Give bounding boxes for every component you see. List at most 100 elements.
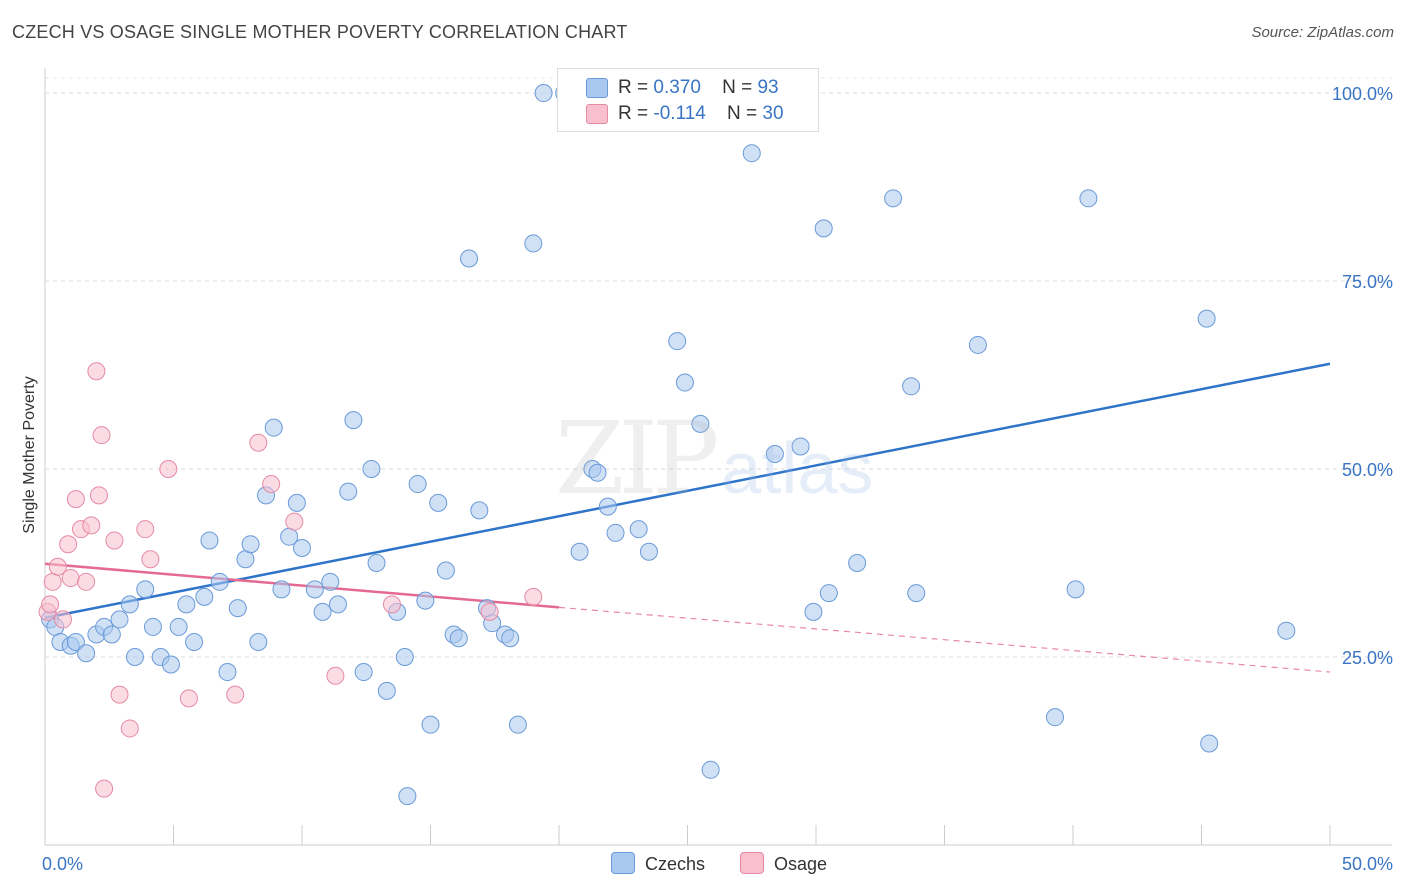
osage-point — [120, 719, 139, 738]
bottom-legend-label-osage: Osage — [774, 854, 828, 874]
osage-point — [110, 685, 129, 704]
osage-point — [41, 595, 60, 614]
y-tick-label: 25.0% — [1342, 648, 1393, 668]
czechs-point — [305, 580, 324, 599]
czechs-point — [791, 437, 810, 456]
czechs-point — [848, 554, 867, 573]
legend-swatch-osage — [586, 104, 608, 124]
osage-point — [89, 486, 108, 505]
czechs-point — [102, 625, 121, 644]
czechs-point — [200, 531, 219, 550]
czechs-point — [362, 460, 381, 479]
czechs-point — [814, 219, 833, 238]
czechs-point — [524, 234, 543, 253]
czechs-point — [804, 602, 823, 621]
czechs-point — [968, 335, 987, 354]
czechs-point — [1079, 189, 1098, 208]
osage-point — [105, 531, 124, 550]
czechs-point — [668, 332, 687, 351]
czechs-point — [328, 595, 347, 614]
czechs-point — [1277, 621, 1296, 640]
osage-point — [285, 512, 304, 531]
osage-point — [43, 572, 62, 591]
y-axis-label: Single Mother Poverty — [21, 376, 38, 534]
czechs-point — [249, 632, 268, 651]
watermark-atlas: atlas — [721, 429, 874, 509]
osage-point — [77, 572, 96, 591]
czechs-point — [534, 84, 553, 103]
czechs-point — [742, 144, 761, 163]
data-points — [38, 84, 1296, 806]
osage-point — [262, 475, 281, 494]
czechs-point — [136, 580, 155, 599]
czechs-point — [395, 648, 414, 667]
czechs-point — [1066, 580, 1085, 599]
czechs-point — [1197, 309, 1216, 328]
watermark: ZIP atlas — [555, 400, 873, 517]
bottom-legend-czechs: Czechs — [611, 852, 705, 875]
czechs-point — [902, 377, 921, 396]
czechs-point — [449, 629, 468, 648]
czechs-point — [501, 629, 520, 648]
czechs-trend-line — [44, 362, 1331, 620]
czechs-point — [765, 444, 784, 463]
y-tick-label: 75.0% — [1342, 272, 1393, 292]
czechs-point — [436, 561, 455, 580]
czechs-point — [884, 189, 903, 208]
osage-point — [159, 460, 178, 479]
czechs-point — [629, 520, 648, 539]
czechs-point — [313, 602, 332, 621]
bottom-legend-swatch-czechs — [611, 852, 635, 874]
czechs-point — [339, 482, 358, 501]
correlation-legend: R = 0.370 N = 93 R = -0.114 N = 30 — [557, 68, 819, 132]
legend-r-label: R = — [618, 77, 649, 98]
czechs-point — [344, 411, 363, 430]
legend-text-osage: R = -0.114 N = 30 — [618, 103, 784, 125]
osage-point — [53, 610, 72, 629]
legend-n-value-osage: 30 — [762, 103, 784, 124]
bottom-legend-osage: Osage — [740, 852, 827, 875]
czechs-point — [218, 663, 237, 682]
czechs-point — [110, 610, 129, 629]
czechs-point — [125, 648, 144, 667]
chart-source: Source: ZipAtlas.com — [1251, 24, 1394, 41]
czechs-point — [606, 523, 625, 542]
osage-point — [226, 685, 245, 704]
czechs-point — [272, 580, 291, 599]
czechs-point — [77, 644, 96, 663]
trend-lines — [44, 362, 1331, 673]
osage-point — [179, 689, 198, 708]
tick-labels: 25.0% 50.0% 75.0% 100.0% 0.0% 50.0% — [42, 84, 1393, 874]
czechs-point — [66, 632, 85, 651]
czechs-point — [691, 414, 710, 433]
czechs-point — [195, 587, 214, 606]
czechs-point — [701, 760, 720, 779]
osage-point — [326, 666, 345, 685]
czechs-point — [907, 584, 926, 603]
osage-point — [136, 520, 155, 539]
czechs-point — [169, 617, 188, 636]
czechs-point — [210, 572, 229, 591]
czechs-point — [177, 595, 196, 614]
osage-point — [524, 587, 543, 606]
czechs-point — [408, 475, 427, 494]
osage-trend-line — [44, 562, 560, 609]
osage-point — [48, 557, 67, 576]
legend-r-value-osage: -0.114 — [653, 103, 706, 124]
osage-point — [95, 779, 114, 798]
czechs-point — [470, 501, 489, 520]
y-tick-label: 50.0% — [1342, 460, 1393, 480]
czechs-point — [598, 497, 617, 516]
czechs-point — [639, 542, 658, 561]
czechs-point — [287, 493, 306, 512]
osage-point — [92, 426, 111, 445]
czechs-point — [1046, 708, 1065, 727]
czechs-point — [293, 538, 311, 557]
czechs-point — [185, 632, 204, 651]
czechs-point — [264, 418, 283, 437]
legend-r-label: R = — [618, 103, 649, 124]
osage-point — [382, 595, 401, 614]
osage-point — [87, 362, 106, 381]
czechs-point — [367, 554, 386, 573]
